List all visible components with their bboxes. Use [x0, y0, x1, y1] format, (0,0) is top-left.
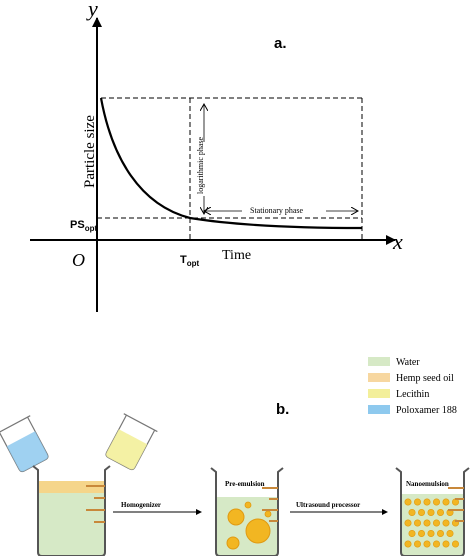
nano-droplet [442, 519, 450, 527]
nano-droplet [436, 508, 444, 516]
nano-droplet [423, 519, 431, 527]
legend-label-poloxamer: Poloxamer 188 [396, 405, 457, 416]
x-axis-title: Time [222, 248, 251, 263]
legend-label-hemp-seed-oil: Hemp seed oil [396, 373, 454, 384]
x-axis-letter: x [392, 229, 403, 254]
nano-droplet [417, 529, 425, 537]
legend-label-lecithin: Lecithin [396, 389, 429, 400]
nano-droplet [404, 498, 412, 506]
homogenizer-label: Homogenizer [121, 501, 161, 509]
nano-droplet [408, 529, 416, 537]
nanoemulsion-droplets [404, 498, 459, 548]
nano-droplet [436, 529, 444, 537]
nano-droplet [423, 540, 431, 548]
pre-emulsion-label: Pre-emulsion [225, 480, 265, 488]
nano-droplet [413, 498, 421, 506]
ultrasound-label: Ultrasound processor [296, 501, 360, 509]
legend: Water Hemp seed oil Lecithin Poloxamer 1… [368, 357, 457, 416]
legend-item: Hemp seed oil [368, 373, 454, 384]
nano-droplet [408, 508, 416, 516]
panel-a: a. y x O Particle size Time PSopt Topt l… [30, 0, 403, 312]
nano-droplet [413, 540, 421, 548]
nano-droplet [432, 540, 440, 548]
panel-a-label: a. [274, 35, 287, 52]
nano-droplet [442, 540, 450, 548]
nanoemulsion-label: Nanoemulsion [406, 480, 449, 488]
beaker-pre-emulsion: Pre-emulsion [210, 467, 284, 556]
legend-swatch-water [368, 357, 390, 366]
legend-swatch-poloxamer [368, 405, 390, 414]
nano-droplet [432, 498, 440, 506]
origin-label: O [72, 250, 85, 270]
legend-item: Poloxamer 188 [368, 405, 457, 416]
nano-droplet [404, 540, 412, 548]
legend-swatch-hemp-seed-oil [368, 373, 390, 382]
log-phase-label: logarithmic phase [196, 136, 205, 194]
legend-swatch-lecithin [368, 389, 390, 398]
nano-droplet [446, 529, 454, 537]
beaker-mixture [32, 465, 111, 556]
nano-droplet [427, 508, 435, 516]
legend-item: Water [368, 357, 420, 368]
pouring-beaker-poloxamer [0, 415, 49, 473]
beaker-nanoemulsion: Nanoemulsion [395, 467, 470, 556]
nano-droplet [442, 498, 450, 506]
panel-b-label: b. [276, 401, 289, 418]
panel-b: b. Water Hemp seed oil Lecithin Poloxame… [0, 357, 470, 556]
y-axis-title: Particle size [82, 115, 98, 188]
nano-droplet [432, 519, 440, 527]
nano-droplet [451, 540, 459, 548]
pouring-beaker-lecithin [105, 413, 158, 471]
particle-size-curve [99, 97, 363, 230]
y-axis-letter: y [86, 0, 98, 21]
ps-opt-label: PSopt [70, 219, 97, 233]
nano-droplet [423, 498, 431, 506]
nano-droplet [427, 529, 435, 537]
nano-droplet [417, 508, 425, 516]
legend-label-water: Water [396, 357, 420, 368]
nano-droplet [404, 519, 412, 527]
stationary-phase-label: Stationary phase [250, 206, 304, 215]
t-opt-label: Topt [180, 254, 200, 268]
legend-item: Lecithin [368, 389, 429, 400]
nano-droplet [413, 519, 421, 527]
